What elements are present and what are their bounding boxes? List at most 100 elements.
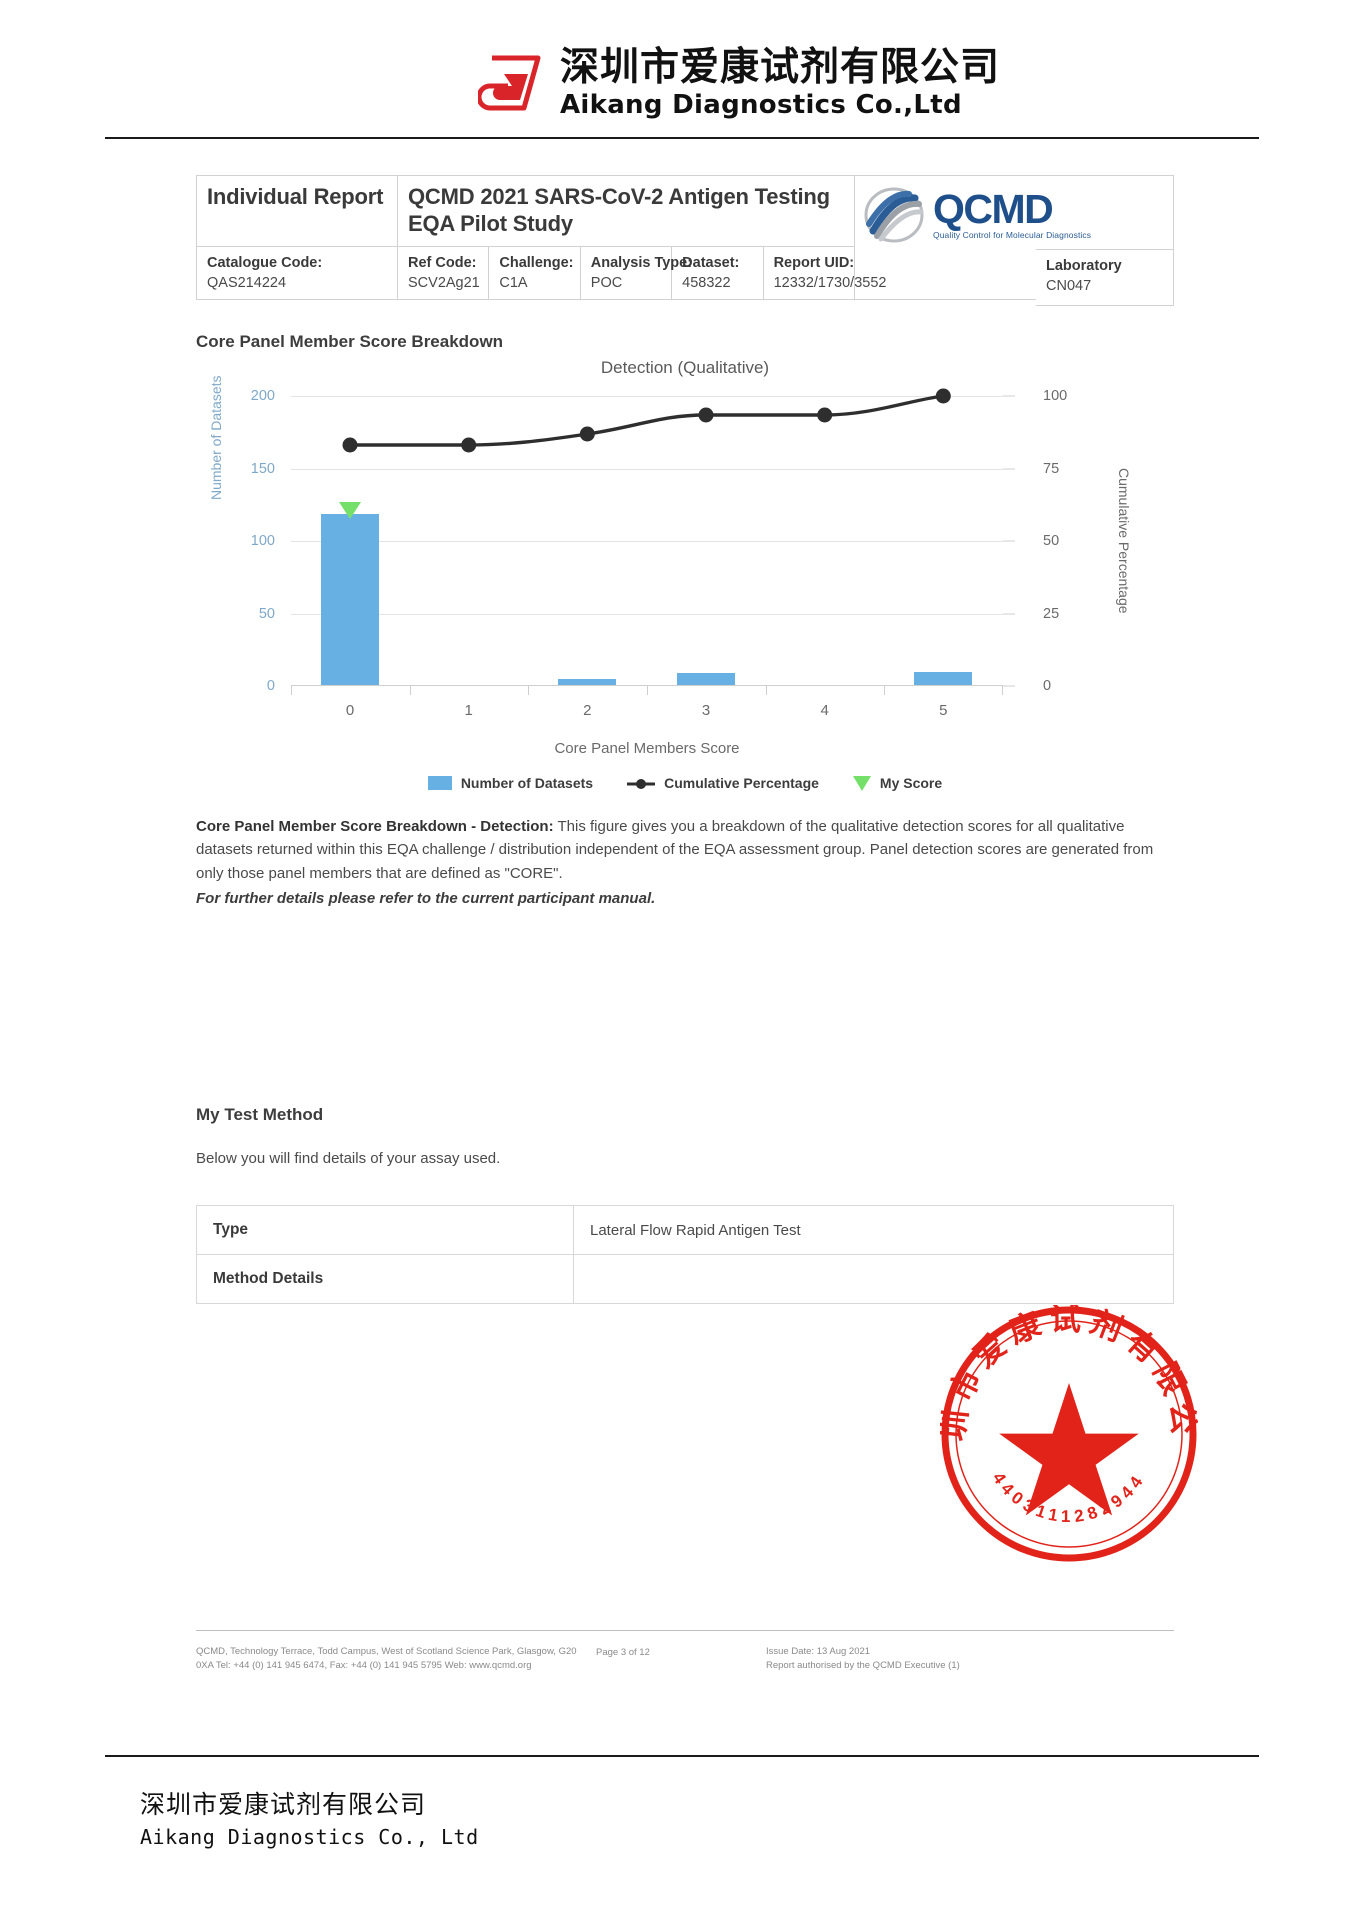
my-score-marker-icon [339,502,361,519]
meta-cell-analysis-type: Analysis Type: POC [579,245,693,300]
bottom-company-name-en: Aikang Diagnostics Co., Ltd [140,1825,479,1849]
footer-address: QCMD, Technology Terrace, Todd Campus, W… [196,1646,577,1671]
legend-item-cumulative: Cumulative Percentage [627,775,819,791]
legend-label: Number of Datasets [460,775,594,791]
meta-value: QAS214224 [207,274,287,291]
qcmd-tagline: Quality Control for Molecular Diagnostic… [933,230,1092,241]
qcmd-swirl-icon [863,186,925,244]
legend-label: My Score [879,775,943,791]
chart-ylabel-right: Cumulative Percentage [1116,468,1132,614]
xtick [291,686,292,695]
bar-score-5 [914,672,973,685]
meta-label: Challenge: [499,254,574,271]
xtick [528,686,530,695]
xtick [765,686,767,695]
method-row-key: Method Details [196,1254,574,1304]
meta-cell-report-uid: Report UID: 12332/1730/3552 [762,245,887,300]
company-name-en: Aikang Diagnostics Co.,Ltd [559,90,962,120]
chart-xlabel: Core Panel Members Score [554,740,740,757]
gridline [291,613,1003,615]
bottom-company-name-cn: 深圳市爱康试剂有限公司 [140,1790,427,1819]
meta-cell-refcode: Ref Code: SCV2Ag21 [396,245,490,300]
header-divider [105,137,1259,139]
ytick-right: 50 [1043,533,1060,549]
xtick-label: 0 [345,702,355,719]
page-title: Core Panel Member Score Breakdown [196,332,504,351]
chart-caption: Core Panel Member Score Breakdown - Dete… [196,815,1176,910]
footer-page-number: Page 3 of 12 [596,1647,650,1658]
meta-value: POC [590,274,623,291]
tickmark-right [1003,685,1015,687]
xtick-label: 5 [939,702,948,719]
chart-plot-area: 0 50 100 150 200 0 25 50 75 100 [251,388,1067,719]
meta-cell-dataset: Dataset: 458322 [671,245,764,300]
gridline [291,541,1003,542]
company-brand: 深圳市爱康试剂有限公司 Aikang Diagnostics Co.,Ltd [476,45,1000,120]
bar-swatch-icon [427,776,452,790]
qcmd-wordmark: QCMD [933,185,1054,232]
detection-chart: Detection (Qualitative) Number of Datase… [196,350,1174,800]
chart-ylabel-left: Number of Datasets [208,375,224,501]
legend-label: Cumulative Percentage [664,775,819,791]
xtick [409,686,411,695]
cumulative-percentage-line [342,388,951,453]
method-row-key: Type [196,1205,574,1255]
tickmark-right [1003,613,1015,614]
chart-title: Detection (Qualitative) [600,358,770,377]
caption-italic-note: For further details please refer to the … [196,889,656,907]
meta-label: Dataset: [682,254,740,271]
meta-value: 458322 [682,274,731,291]
table-row: Type Lateral Flow Rapid Antigen Test [196,1205,1174,1255]
tickmark-right [1003,540,1015,542]
ytick-left: 200 [250,388,275,404]
page-footer: QCMD, Technology Terrace, Todd Campus, W… [196,1645,1174,1673]
meta-value: SCV2Ag21 [408,274,480,291]
xtick [647,686,648,695]
legend-item-datasets: Number of Datasets [427,775,594,791]
ytick-left: 150 [250,460,275,477]
meta-label: Analysis Type: [590,254,693,271]
report-type-cell: Individual Report [196,175,398,247]
bar-score-3 [677,673,735,685]
footer-divider [196,1630,1174,1631]
svg-text:深圳市爱康试剂有限公司: 深圳市爱康试剂有限公司 [940,1305,1198,1443]
footer-authorised: Report authorised by the QCMD Executive … [766,1659,960,1671]
chart-x-axis [291,685,1003,686]
method-heading: My Test Method [196,1105,324,1124]
xtick-label: 4 [820,702,829,719]
bar-score-2 [558,679,617,685]
ytick-right: 75 [1043,460,1060,477]
line-marker-icon [627,777,656,789]
gridline [291,396,1003,397]
ytick-left: 100 [250,533,275,549]
company-name-cn: 深圳市爱康试剂有限公司 [559,45,1000,90]
xtick [1002,686,1003,695]
report-page: Individual Report QCMD 2021 SARS-CoV-2 A… [0,150,1364,1720]
meta-label: Catalogue Code: [207,254,323,271]
triangle-marker-icon [852,775,871,791]
method-details-table: Type Lateral Flow Rapid Antigen Test Met… [196,1205,1174,1304]
ytick-right: 25 [1043,605,1060,622]
ytick-left: 50 [258,605,275,622]
method-row-value: Lateral Flow Rapid Antigen Test [573,1205,1174,1255]
tickmark-right [1003,395,1015,397]
gridline [291,468,1003,470]
svg-text:4403111282944: 4403111282944 [989,1469,1150,1526]
tickmark-right [1003,468,1015,469]
footer-letterhead-divider [105,1755,1259,1757]
meta-label: Report UID: [773,254,855,271]
top-letterhead: 深圳市爱康试剂有限公司 Aikang Diagnostics Co.,Ltd [0,0,1364,165]
table-row-meta: Catalogue Code: QAS214224 Ref Code: SCV2… [196,245,1174,300]
legend-item-myscore: My Score [852,775,943,791]
meta-value: C1A [499,274,528,291]
meta-value: 12332/1730/3552 [773,274,887,291]
report-header-table: Individual Report QCMD 2021 SARS-CoV-2 A… [196,175,1174,300]
xtick-label: 3 [701,702,711,719]
ytick-right: 0 [1043,678,1052,694]
xtick [884,686,886,695]
meta-label: Ref Code: [408,254,477,271]
meta-cell-challenge: Challenge: C1A [488,245,581,300]
method-row-value [573,1254,1174,1304]
xtick-label: 1 [464,702,473,719]
footer-issue-date: Issue Date: 13 Aug 2021 [766,1646,871,1657]
